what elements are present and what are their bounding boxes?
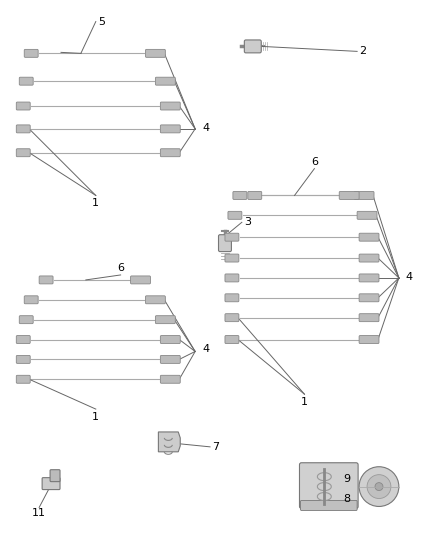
FancyBboxPatch shape bbox=[359, 294, 379, 302]
FancyBboxPatch shape bbox=[50, 470, 60, 482]
FancyBboxPatch shape bbox=[131, 276, 150, 284]
FancyBboxPatch shape bbox=[359, 274, 379, 282]
Text: 8: 8 bbox=[343, 494, 350, 504]
FancyBboxPatch shape bbox=[160, 149, 180, 157]
Text: 7: 7 bbox=[212, 442, 219, 452]
Text: 3: 3 bbox=[244, 217, 251, 227]
FancyBboxPatch shape bbox=[24, 50, 38, 58]
Text: 9: 9 bbox=[343, 474, 350, 483]
FancyBboxPatch shape bbox=[16, 356, 30, 364]
FancyBboxPatch shape bbox=[160, 336, 180, 343]
FancyBboxPatch shape bbox=[39, 276, 53, 284]
FancyBboxPatch shape bbox=[233, 191, 247, 199]
FancyBboxPatch shape bbox=[19, 77, 33, 85]
FancyBboxPatch shape bbox=[155, 77, 175, 85]
FancyBboxPatch shape bbox=[359, 254, 379, 262]
FancyBboxPatch shape bbox=[155, 316, 175, 324]
FancyBboxPatch shape bbox=[145, 296, 165, 304]
Text: 1: 1 bbox=[92, 198, 99, 208]
Circle shape bbox=[359, 467, 399, 506]
FancyBboxPatch shape bbox=[248, 191, 262, 199]
FancyBboxPatch shape bbox=[225, 254, 239, 262]
FancyBboxPatch shape bbox=[225, 233, 239, 241]
Text: 6: 6 bbox=[117, 263, 124, 273]
FancyBboxPatch shape bbox=[160, 102, 180, 110]
Text: 4: 4 bbox=[202, 344, 209, 354]
FancyBboxPatch shape bbox=[160, 375, 180, 383]
FancyBboxPatch shape bbox=[359, 233, 379, 241]
FancyBboxPatch shape bbox=[219, 235, 231, 252]
FancyBboxPatch shape bbox=[300, 500, 357, 511]
FancyBboxPatch shape bbox=[225, 314, 239, 321]
FancyBboxPatch shape bbox=[42, 478, 60, 490]
FancyBboxPatch shape bbox=[225, 294, 239, 302]
Text: 4: 4 bbox=[406, 272, 413, 282]
Text: 5: 5 bbox=[98, 17, 105, 27]
FancyBboxPatch shape bbox=[16, 336, 30, 343]
FancyBboxPatch shape bbox=[354, 191, 374, 199]
FancyBboxPatch shape bbox=[359, 336, 379, 343]
Polygon shape bbox=[159, 432, 180, 452]
FancyBboxPatch shape bbox=[300, 463, 358, 508]
Text: 1: 1 bbox=[301, 397, 308, 407]
FancyBboxPatch shape bbox=[19, 316, 33, 324]
FancyBboxPatch shape bbox=[228, 212, 242, 219]
FancyBboxPatch shape bbox=[160, 125, 180, 133]
Text: 6: 6 bbox=[311, 157, 318, 167]
FancyBboxPatch shape bbox=[357, 212, 377, 219]
FancyBboxPatch shape bbox=[160, 356, 180, 364]
FancyBboxPatch shape bbox=[359, 314, 379, 321]
FancyBboxPatch shape bbox=[225, 336, 239, 343]
FancyBboxPatch shape bbox=[339, 191, 359, 199]
Text: 4: 4 bbox=[202, 123, 209, 133]
FancyBboxPatch shape bbox=[225, 274, 239, 282]
FancyBboxPatch shape bbox=[244, 40, 261, 53]
Text: 11: 11 bbox=[32, 508, 46, 519]
Text: 2: 2 bbox=[359, 46, 366, 56]
FancyBboxPatch shape bbox=[24, 296, 38, 304]
FancyBboxPatch shape bbox=[16, 125, 30, 133]
FancyBboxPatch shape bbox=[16, 375, 30, 383]
FancyBboxPatch shape bbox=[16, 149, 30, 157]
Text: 1: 1 bbox=[92, 412, 99, 422]
Circle shape bbox=[375, 482, 383, 490]
FancyBboxPatch shape bbox=[145, 50, 165, 58]
Circle shape bbox=[367, 475, 391, 498]
FancyBboxPatch shape bbox=[16, 102, 30, 110]
